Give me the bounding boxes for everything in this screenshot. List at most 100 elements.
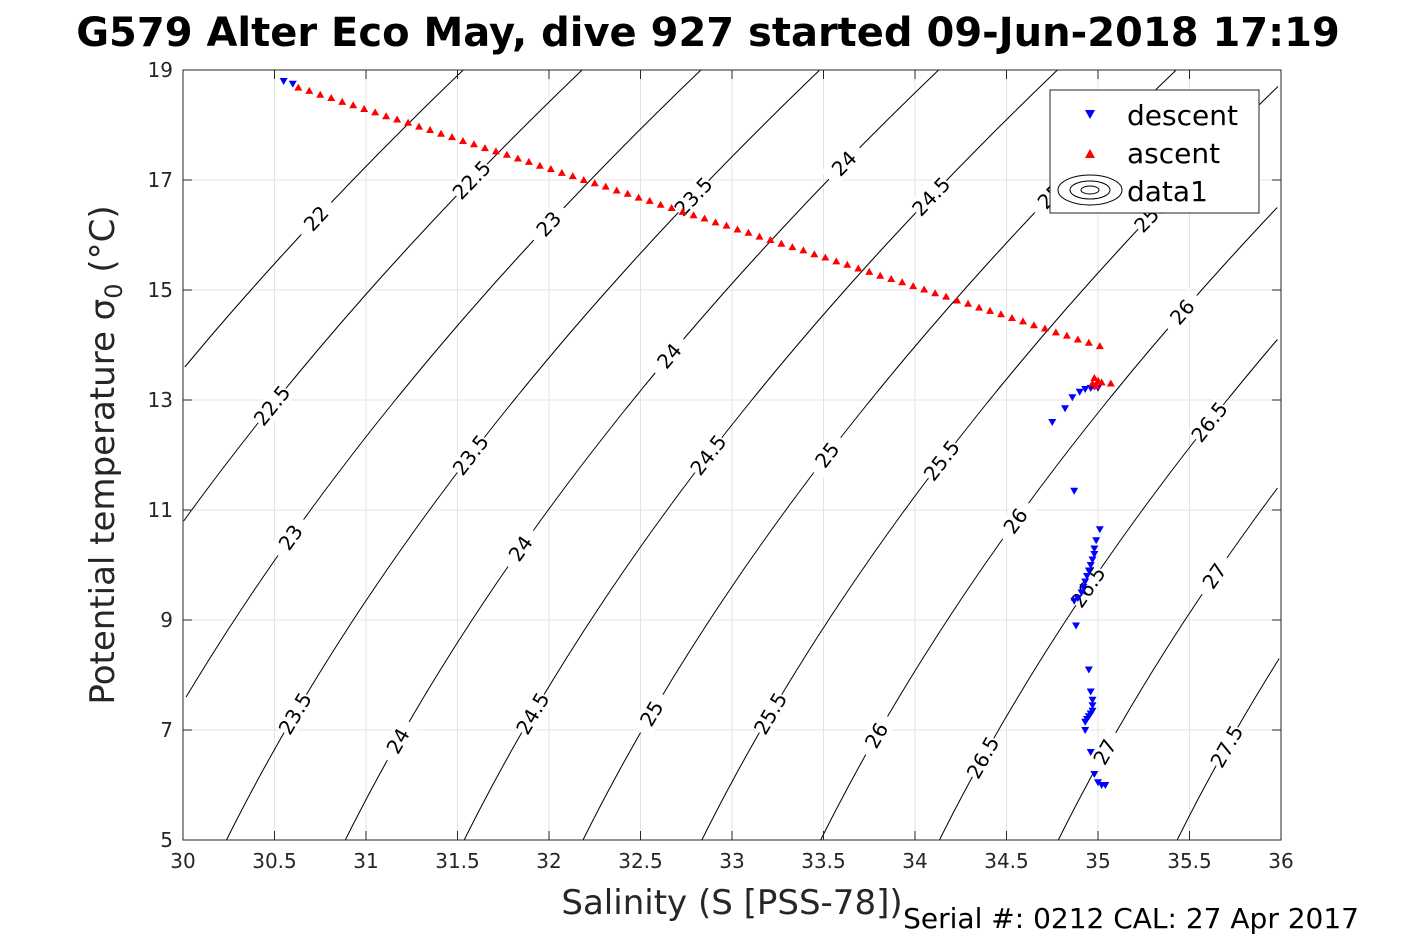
ascent-point xyxy=(1095,342,1104,350)
ascent-point xyxy=(931,289,940,297)
ascent-point xyxy=(524,157,533,165)
ascent-point xyxy=(458,136,467,144)
x-tick-label: 31.5 xyxy=(435,849,480,873)
ascent-point xyxy=(371,108,380,116)
ascent-point xyxy=(876,271,885,279)
descent-point xyxy=(1081,578,1090,586)
y-axis-label-subscript: 0 xyxy=(100,283,128,298)
ascent-point xyxy=(601,182,610,190)
x-tick-label: 30 xyxy=(170,849,195,873)
ascent-point xyxy=(1090,374,1099,381)
ascent-point xyxy=(426,125,435,133)
ascent-point xyxy=(810,250,819,258)
descent-point xyxy=(1092,537,1101,545)
ascent-point xyxy=(623,189,632,197)
ascent-point xyxy=(689,211,698,219)
isopycnal-line xyxy=(344,69,939,841)
ascent-point xyxy=(898,278,907,286)
y-tick-label: 19 xyxy=(148,58,173,82)
ascent-point xyxy=(404,118,413,126)
chart-title: G579 Alter Eco May, dive 927 started 09-… xyxy=(76,10,1340,56)
ascent-point xyxy=(327,94,336,102)
y-tick-label: 7 xyxy=(160,718,173,742)
contour-label-backdrop xyxy=(962,732,1004,783)
contour-label-backdrop xyxy=(377,716,419,766)
contour-label-backdrop xyxy=(919,436,964,485)
ascent-point xyxy=(437,129,446,137)
ascent-point xyxy=(535,161,544,169)
contour-label-backdrop xyxy=(525,200,572,248)
descent-point xyxy=(1101,782,1110,789)
descent-point xyxy=(1072,622,1081,630)
contour-label-backdrop xyxy=(805,430,850,480)
ascent-point xyxy=(1092,382,1101,390)
ascent-point xyxy=(788,243,797,251)
ascent-point xyxy=(645,196,654,204)
ascent-point xyxy=(612,186,621,194)
ascent-point xyxy=(502,150,511,158)
legend-ascent-label: ascent xyxy=(1127,137,1220,170)
contour-label-backdrop xyxy=(908,173,955,221)
contour-label-backdrop xyxy=(1084,727,1126,777)
ascent-point xyxy=(1018,317,1027,325)
contour-label-backdrop xyxy=(856,710,898,761)
ascent-point xyxy=(1062,331,1071,339)
y-tick-label: 11 xyxy=(148,498,173,522)
descent-point xyxy=(1086,749,1095,756)
descent-point xyxy=(1081,718,1090,726)
x-tick-label: 32.5 xyxy=(618,849,663,873)
ascent-point xyxy=(1051,328,1060,336)
ascent-point xyxy=(448,133,457,141)
contour-label-backdrop xyxy=(1159,288,1206,336)
ascent-point xyxy=(1088,379,1097,387)
legend-descent-label: descent xyxy=(1127,99,1238,132)
ascent-point xyxy=(491,147,500,155)
descent-point xyxy=(1070,597,1079,605)
ascent-point xyxy=(744,228,753,236)
legend: descent ascent data1 xyxy=(1049,89,1260,214)
contour-label-backdrop xyxy=(1206,721,1248,772)
contour-label-backdrop xyxy=(646,332,692,380)
ascent-point xyxy=(887,275,896,282)
ascent-point xyxy=(513,154,522,162)
legend-box xyxy=(1049,89,1260,214)
ascent-point xyxy=(1040,324,1049,332)
y-tick-label: 5 xyxy=(160,828,173,852)
contour-label-backdrop xyxy=(448,430,493,480)
contour-label-backdrop xyxy=(631,688,673,739)
ascent-point xyxy=(964,299,973,307)
ascent-point xyxy=(832,257,841,265)
descent-point xyxy=(1086,562,1095,569)
contour-label-backdrop xyxy=(268,513,313,562)
ascent-point xyxy=(546,165,555,172)
x-tick-label: 33.5 xyxy=(801,849,846,873)
ascent-point xyxy=(854,264,863,272)
descent-point xyxy=(1084,666,1093,674)
ascent-point xyxy=(338,97,347,105)
ascent-point xyxy=(316,90,325,98)
legend-ascent-marker xyxy=(1085,149,1095,158)
ascent-point xyxy=(294,83,303,91)
legend-data1-label: data1 xyxy=(1127,175,1208,208)
x-axis-label: Salinity (S [PSS-78]) xyxy=(561,883,902,923)
isopycnal-line xyxy=(185,69,702,698)
legend-descent-marker xyxy=(1085,110,1095,119)
ascent-point xyxy=(415,122,424,130)
data-points xyxy=(279,78,1115,789)
x-tick-label: 31 xyxy=(353,849,378,873)
ascent-point xyxy=(360,105,369,113)
x-tick-label: 35 xyxy=(1085,849,1110,873)
x-tick-label: 36 xyxy=(1268,849,1293,873)
ascent-point xyxy=(920,285,929,293)
descent-point xyxy=(1068,394,1077,402)
isopycnal-line xyxy=(1057,487,1278,841)
ascent-point xyxy=(1097,378,1106,386)
contour-label-backdrop xyxy=(1187,397,1232,447)
descent-point xyxy=(1084,567,1093,575)
ascent-point xyxy=(349,101,358,109)
ascent-point xyxy=(953,296,962,304)
axis-ticks: 30 30.5 31 31.5 32 32.5 33 33.5 34 34.5 35 35.5 36 5 7… xyxy=(148,58,1294,873)
ascent-point xyxy=(1106,379,1115,387)
y-tick-label: 9 xyxy=(160,608,173,632)
contour-label-backdrop xyxy=(512,688,554,739)
